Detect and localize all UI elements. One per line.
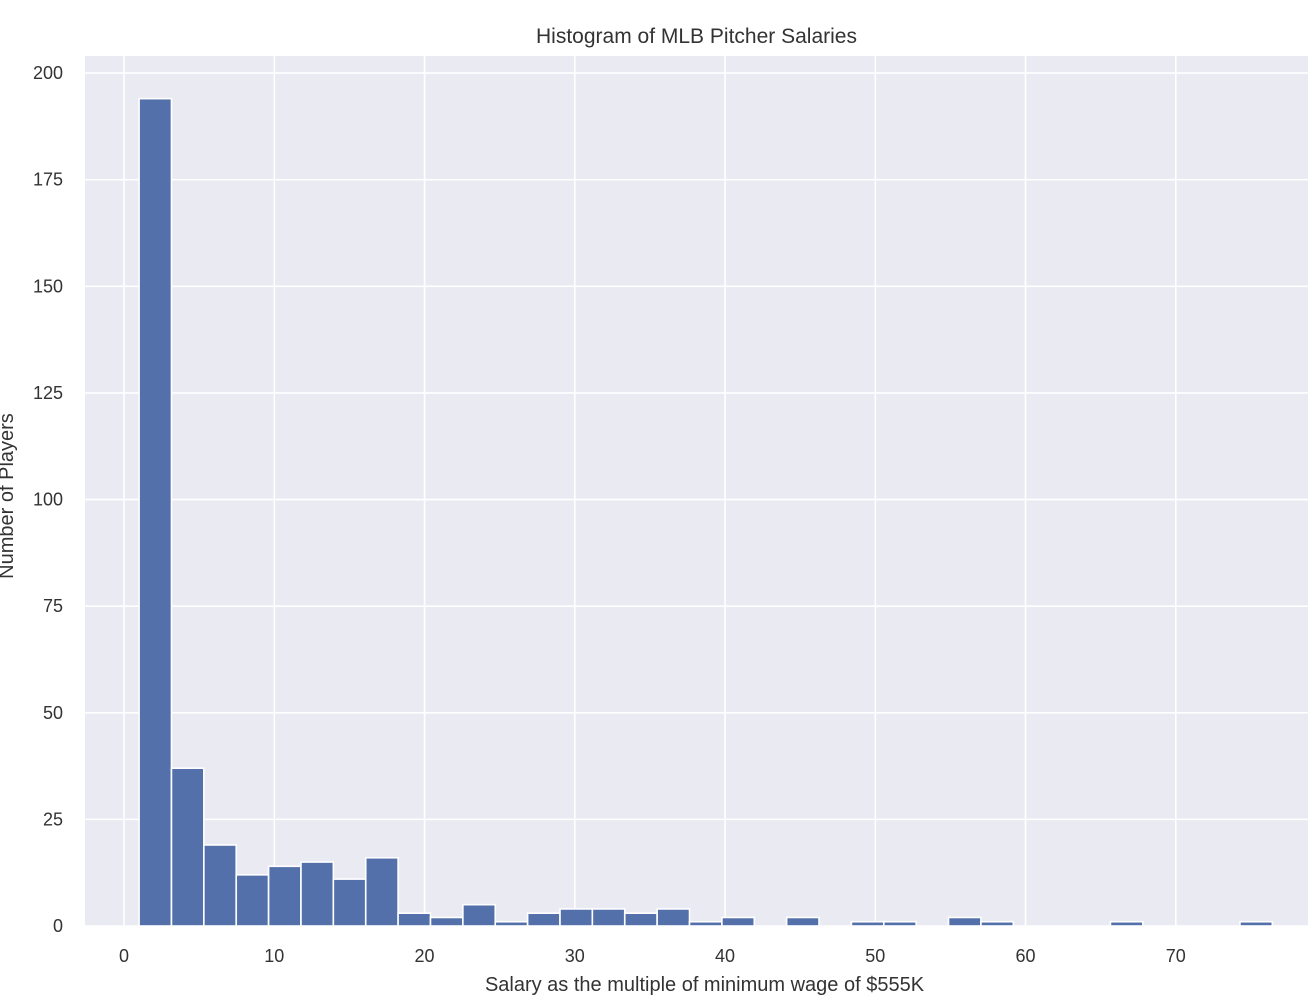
x-tick-label: 60	[1016, 946, 1036, 966]
histogram-bar	[300, 861, 335, 927]
histogram-bar	[203, 844, 238, 927]
y-tick-label: 0	[53, 916, 63, 936]
y-tick-label: 50	[43, 703, 63, 723]
histogram-bar	[235, 874, 270, 927]
histogram-bar	[526, 912, 561, 927]
x-axis-label: Salary as the multiple of minimum wage o…	[485, 974, 925, 996]
plot-area	[85, 56, 1308, 926]
x-tick-label: 50	[865, 946, 885, 966]
histogram-bar	[850, 920, 885, 927]
chart-title: Histogram of MLB Pitcher Salaries	[536, 25, 857, 48]
y-tick-label: 75	[43, 596, 63, 616]
histogram-bar	[947, 916, 982, 927]
x-tick-label: 10	[264, 946, 284, 966]
histogram-bar	[559, 908, 594, 927]
x-tick-label: 20	[415, 946, 435, 966]
histogram-bar	[462, 903, 497, 927]
bars	[138, 97, 1274, 927]
histogram-bar	[721, 916, 756, 927]
x-tick-label: 40	[715, 946, 735, 966]
histogram-bar	[785, 916, 820, 927]
histogram-bar	[170, 767, 205, 927]
histogram-bar	[1239, 920, 1274, 927]
histogram-bar	[882, 920, 917, 927]
histogram-bar	[494, 920, 529, 927]
histogram-bar	[267, 865, 302, 927]
histogram-bar	[429, 916, 464, 927]
y-tick-label: 100	[33, 490, 63, 510]
histogram-bar	[656, 908, 691, 927]
histogram-bar	[980, 920, 1015, 927]
y-tick-label: 125	[33, 383, 63, 403]
y-tick-label: 175	[33, 170, 63, 190]
grid-lines	[85, 56, 1308, 927]
histogram-bar	[688, 920, 723, 927]
y-tick-label: 200	[33, 63, 63, 83]
y-axis-label: Number of Players	[0, 413, 18, 579]
histogram-bar	[623, 912, 658, 927]
histogram-bar	[138, 97, 173, 927]
histogram-bar	[591, 908, 626, 927]
x-tick-label: 0	[119, 946, 129, 966]
tick-labels: 0 10 20 30 40 50 60 70 0 25 50 75 100 125 150 175 200	[33, 63, 1186, 966]
histogram-bar	[332, 878, 367, 927]
x-tick-label: 30	[565, 946, 585, 966]
histogram-bar	[1109, 920, 1144, 927]
histogram-bar	[364, 856, 399, 927]
histogram-bar	[397, 912, 432, 927]
y-tick-label: 150	[33, 276, 63, 296]
x-tick-label: 70	[1166, 946, 1186, 966]
y-tick-label: 25	[43, 809, 63, 829]
